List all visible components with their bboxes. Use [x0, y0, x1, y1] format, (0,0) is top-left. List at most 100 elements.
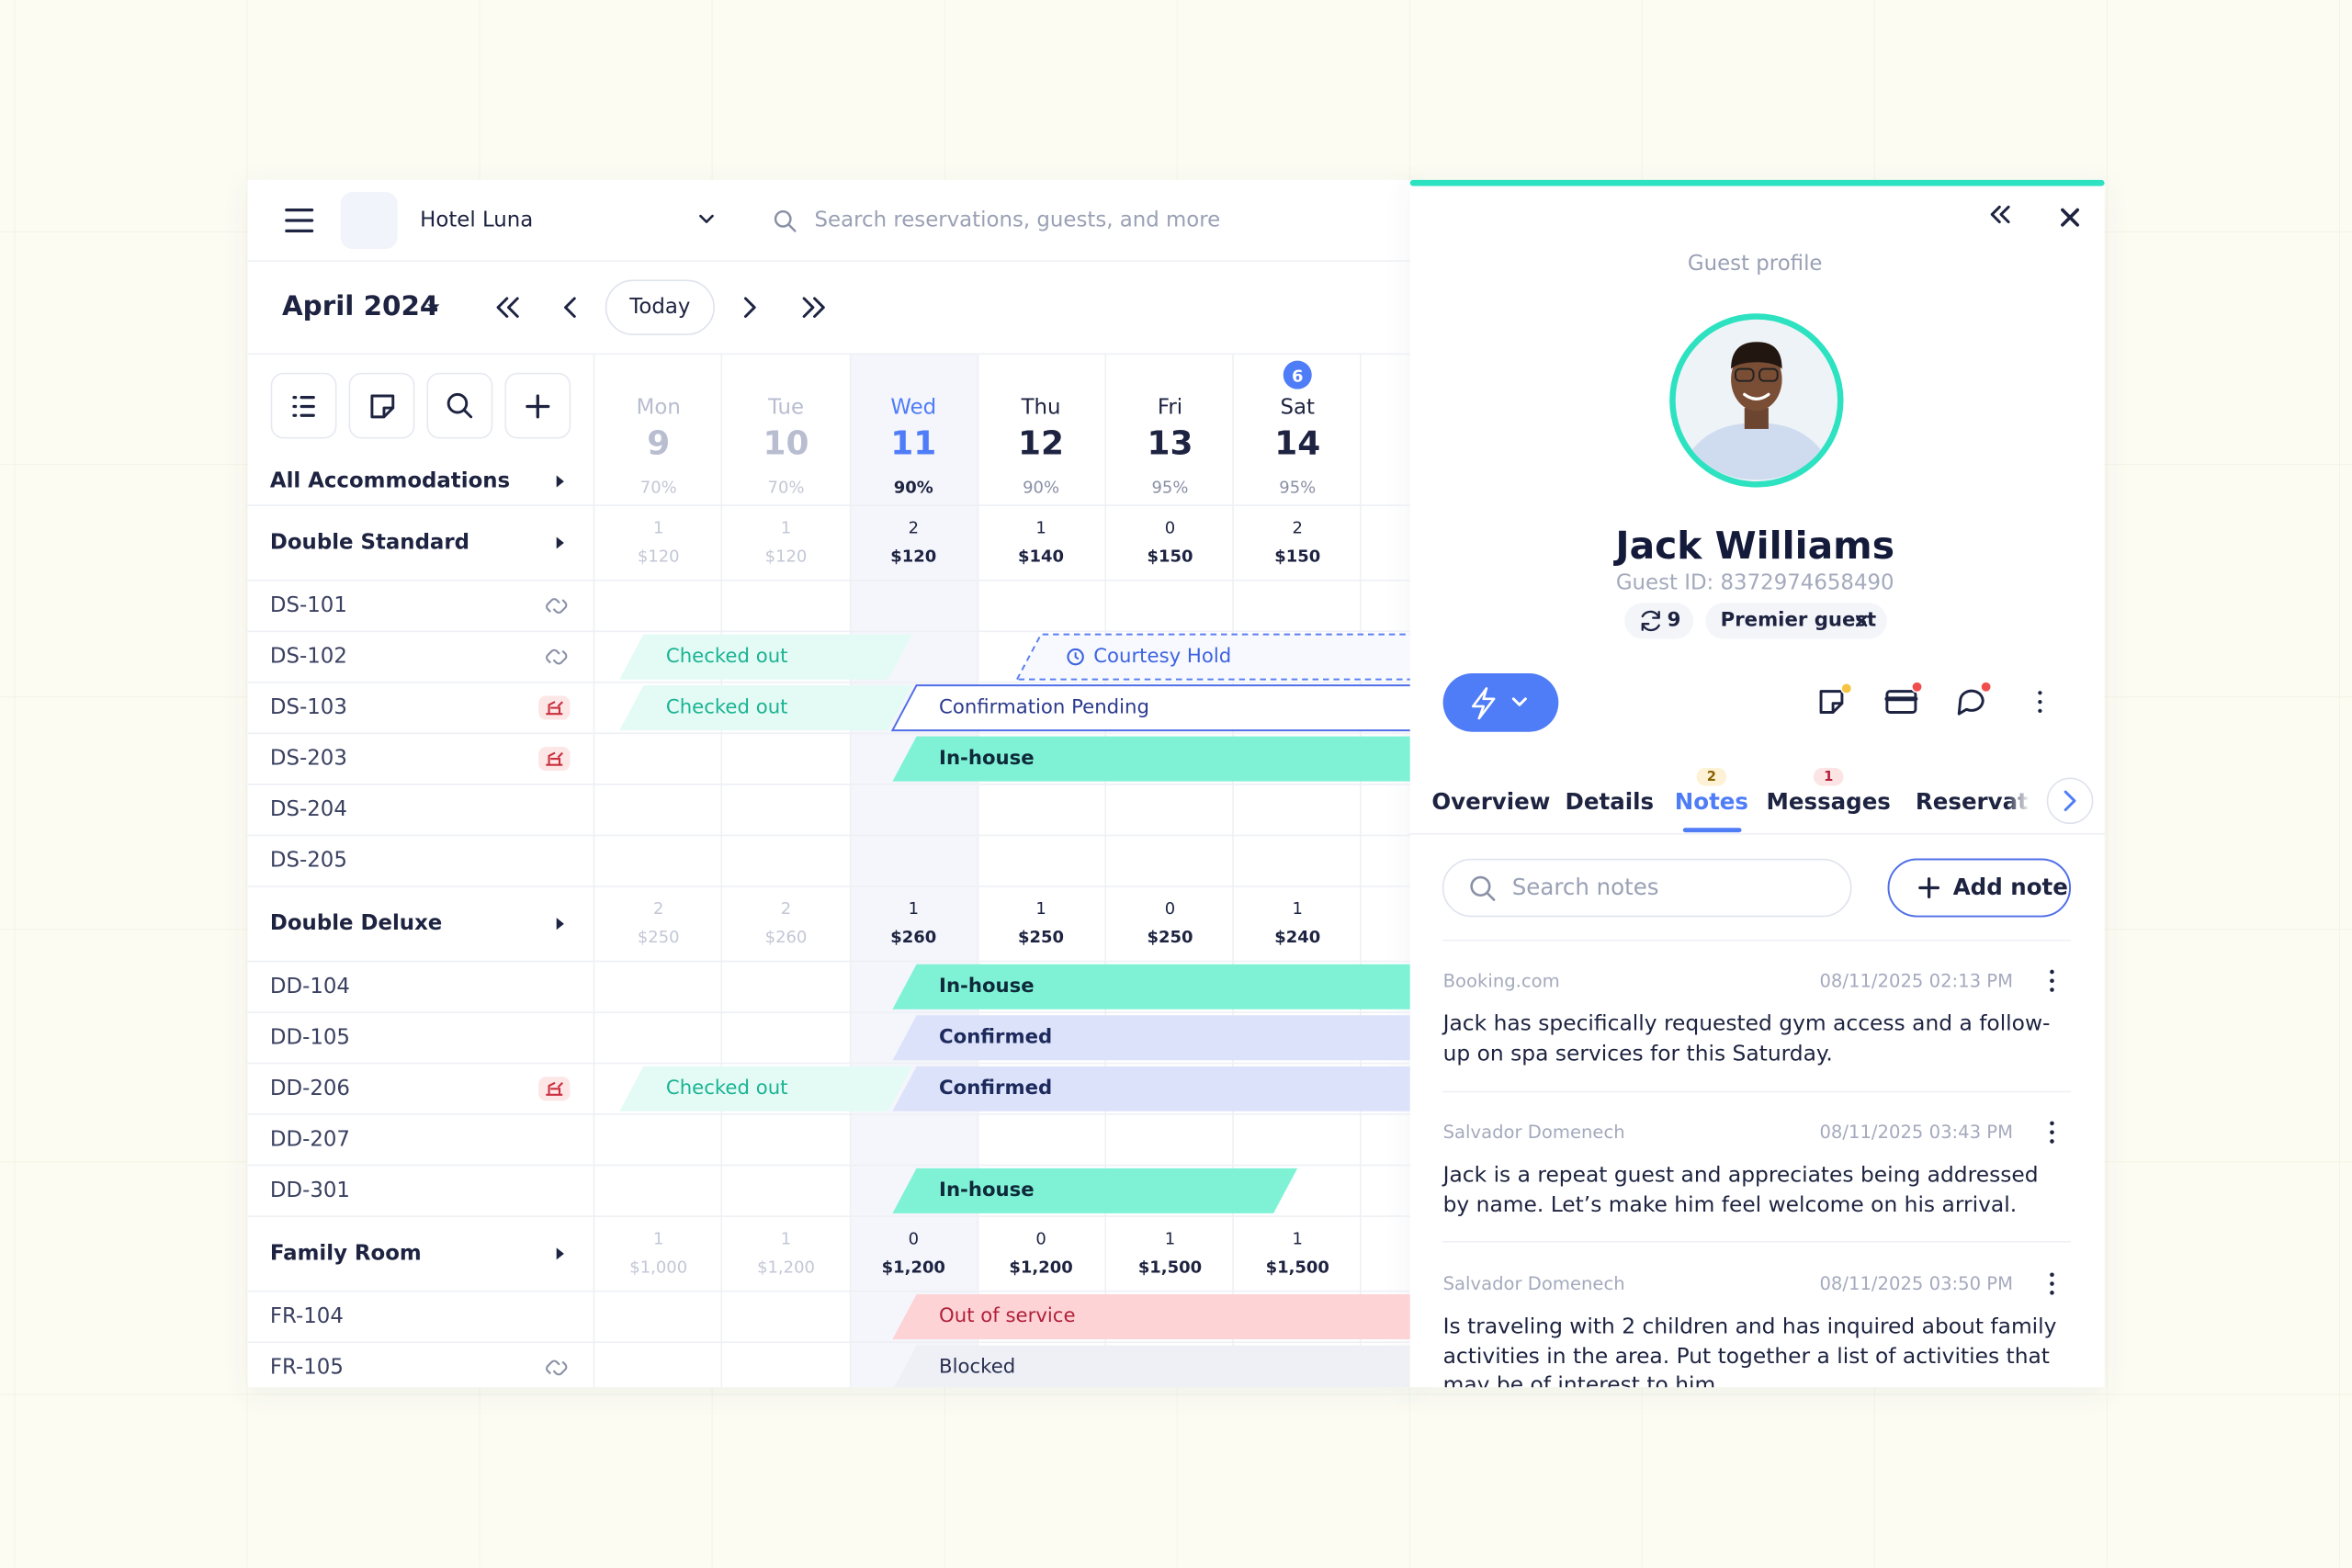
occupancy: 70%: [639, 478, 677, 498]
search-input[interactable]: Search reservations, guests, and more: [814, 208, 1221, 233]
profile-icons-part: [2038, 691, 2042, 695]
availability: 1: [653, 1228, 664, 1249]
notes-search[interactable]: Search notes: [1511, 874, 1659, 901]
rate: $250: [637, 927, 680, 948]
calendar-grid-part: [850, 354, 978, 1388]
room-type[interactable]: Double Deluxe: [269, 911, 443, 936]
tab[interactable]: Notes: [1674, 787, 1748, 816]
cards-part: [1409, 179, 2105, 186]
room-number: DD-301: [269, 1179, 350, 1203]
rate: $1,000: [629, 1257, 688, 1278]
availability: 2: [780, 898, 792, 919]
note-text: Is traveling with 2 children and has inq…: [1442, 1314, 2057, 1388]
note-menu-dot: [2050, 1291, 2054, 1295]
rate: $260: [890, 927, 937, 948]
note-date: 08/11/2025 02:13 PM: [1819, 970, 2014, 992]
booking-label[interactable]: Blocked: [939, 1356, 1016, 1380]
booking-label[interactable]: Confirmed: [939, 1077, 1053, 1100]
room-number: DS-205: [269, 849, 347, 874]
tab[interactable]: Details: [1565, 787, 1655, 816]
availability: 2: [908, 518, 919, 538]
hotel-selector[interactable]: Hotel Luna: [420, 208, 534, 233]
occupancy: 90%: [893, 478, 933, 498]
today-button[interactable]: Today: [629, 295, 691, 320]
weekday: Wed: [890, 396, 937, 421]
tab-badge-count: 1: [1824, 769, 1834, 784]
toolbar-part: [348, 372, 415, 439]
add-note-button[interactable]: Add note: [1952, 874, 2068, 901]
booking-label[interactable]: Checked out: [665, 1077, 788, 1100]
room-type[interactable]: Double Standard: [269, 530, 469, 556]
rate: $1,200: [881, 1257, 945, 1278]
housekeeping-icon: [546, 701, 563, 716]
booking-label[interactable]: Confirmation Pending: [939, 696, 1149, 719]
profile-icons-part: [1442, 858, 1852, 918]
day-number: 11: [890, 425, 937, 464]
room-number: FR-105: [269, 1355, 344, 1381]
header-icons-part: [496, 297, 519, 318]
guest-id: Guest ID: 8372974658490: [1615, 571, 1894, 596]
profile-icons-part: [1855, 615, 1868, 627]
rate: $240: [1274, 927, 1321, 948]
header-icons-part: [340, 191, 398, 250]
tab[interactable]: Overview: [1431, 787, 1551, 816]
tab[interactable]: Messages: [1766, 787, 1891, 816]
profile-icons-part: [2038, 708, 2042, 713]
note-menu[interactable]: [2048, 1121, 2057, 1145]
profile-icons-part: [1442, 673, 1559, 732]
toolbar: [270, 372, 571, 439]
booking-label[interactable]: In-house: [939, 1179, 1035, 1202]
note-menu-dot: [2050, 1139, 2054, 1144]
notes-list: Booking.com 08/11/2025 02:13 PM Jack has s…: [1410, 942, 2105, 1387]
note-date: 08/11/2025 03:50 PM: [1819, 1273, 2014, 1294]
room-number: DS-103: [269, 695, 347, 720]
expand-caret: [556, 1247, 564, 1260]
room-number: DS-204: [269, 797, 347, 822]
booking-bars: [619, 633, 1410, 1388]
profile-icons-part: [1624, 603, 1694, 639]
weekday: Sat: [1280, 396, 1315, 421]
calendar-grid: [247, 260, 1410, 1388]
profile-icons-part: [1743, 392, 1770, 400]
note-source: Booking.com: [1442, 970, 1560, 992]
profile-icons-part: [1731, 342, 1782, 369]
note-menu[interactable]: [2048, 969, 2057, 993]
toolbar-part: [462, 409, 473, 419]
panel-title: Guest profile: [1687, 252, 1823, 276]
availability: 0: [908, 1228, 919, 1249]
rate: $150: [1147, 547, 1193, 567]
day-number: 13: [1147, 425, 1193, 464]
day-badge: [1283, 360, 1312, 389]
booking-label[interactable]: Confirmed: [939, 1026, 1053, 1050]
room-type[interactable]: Family Room: [269, 1241, 422, 1266]
booking-bar: [892, 1015, 1410, 1061]
booking-bar: [1015, 633, 1410, 681]
profile-icons-part: [1470, 875, 1491, 897]
all-accommodations[interactable]: All Accommodations: [269, 469, 511, 494]
room-number: DD-206: [269, 1077, 350, 1101]
expand-caret: [556, 475, 564, 488]
clock-icon: [1074, 652, 1080, 660]
profile-icons-part: [2064, 790, 2076, 812]
note-menu[interactable]: [2048, 1271, 2057, 1295]
booking-label[interactable]: In-house: [939, 976, 1035, 998]
booking-label[interactable]: Courtesy Hold: [1093, 645, 1232, 669]
month-selector[interactable]: April 2024: [281, 290, 439, 323]
occupancy: 95%: [1151, 478, 1189, 498]
rate: $250: [1147, 927, 1193, 948]
note-source: Salvador Domenech: [1442, 1273, 1625, 1294]
profile-icons-part: [1758, 367, 1779, 382]
clock-icon: [1067, 648, 1084, 666]
housekeeping-icon: [546, 751, 563, 766]
booking-label[interactable]: In-house: [939, 747, 1035, 771]
availability: 1: [1035, 518, 1046, 538]
booking-label[interactable]: Checked out: [665, 696, 788, 719]
link-icon: [546, 649, 568, 665]
booking-label[interactable]: Checked out: [665, 645, 788, 669]
note-menu-dot: [2050, 969, 2054, 975]
booking-label[interactable]: Out of service: [939, 1305, 1076, 1328]
tab[interactable]: Reservations: [1915, 791, 2030, 814]
availability: 1: [780, 518, 792, 538]
guest-name: Jack Williams: [1615, 524, 1895, 568]
